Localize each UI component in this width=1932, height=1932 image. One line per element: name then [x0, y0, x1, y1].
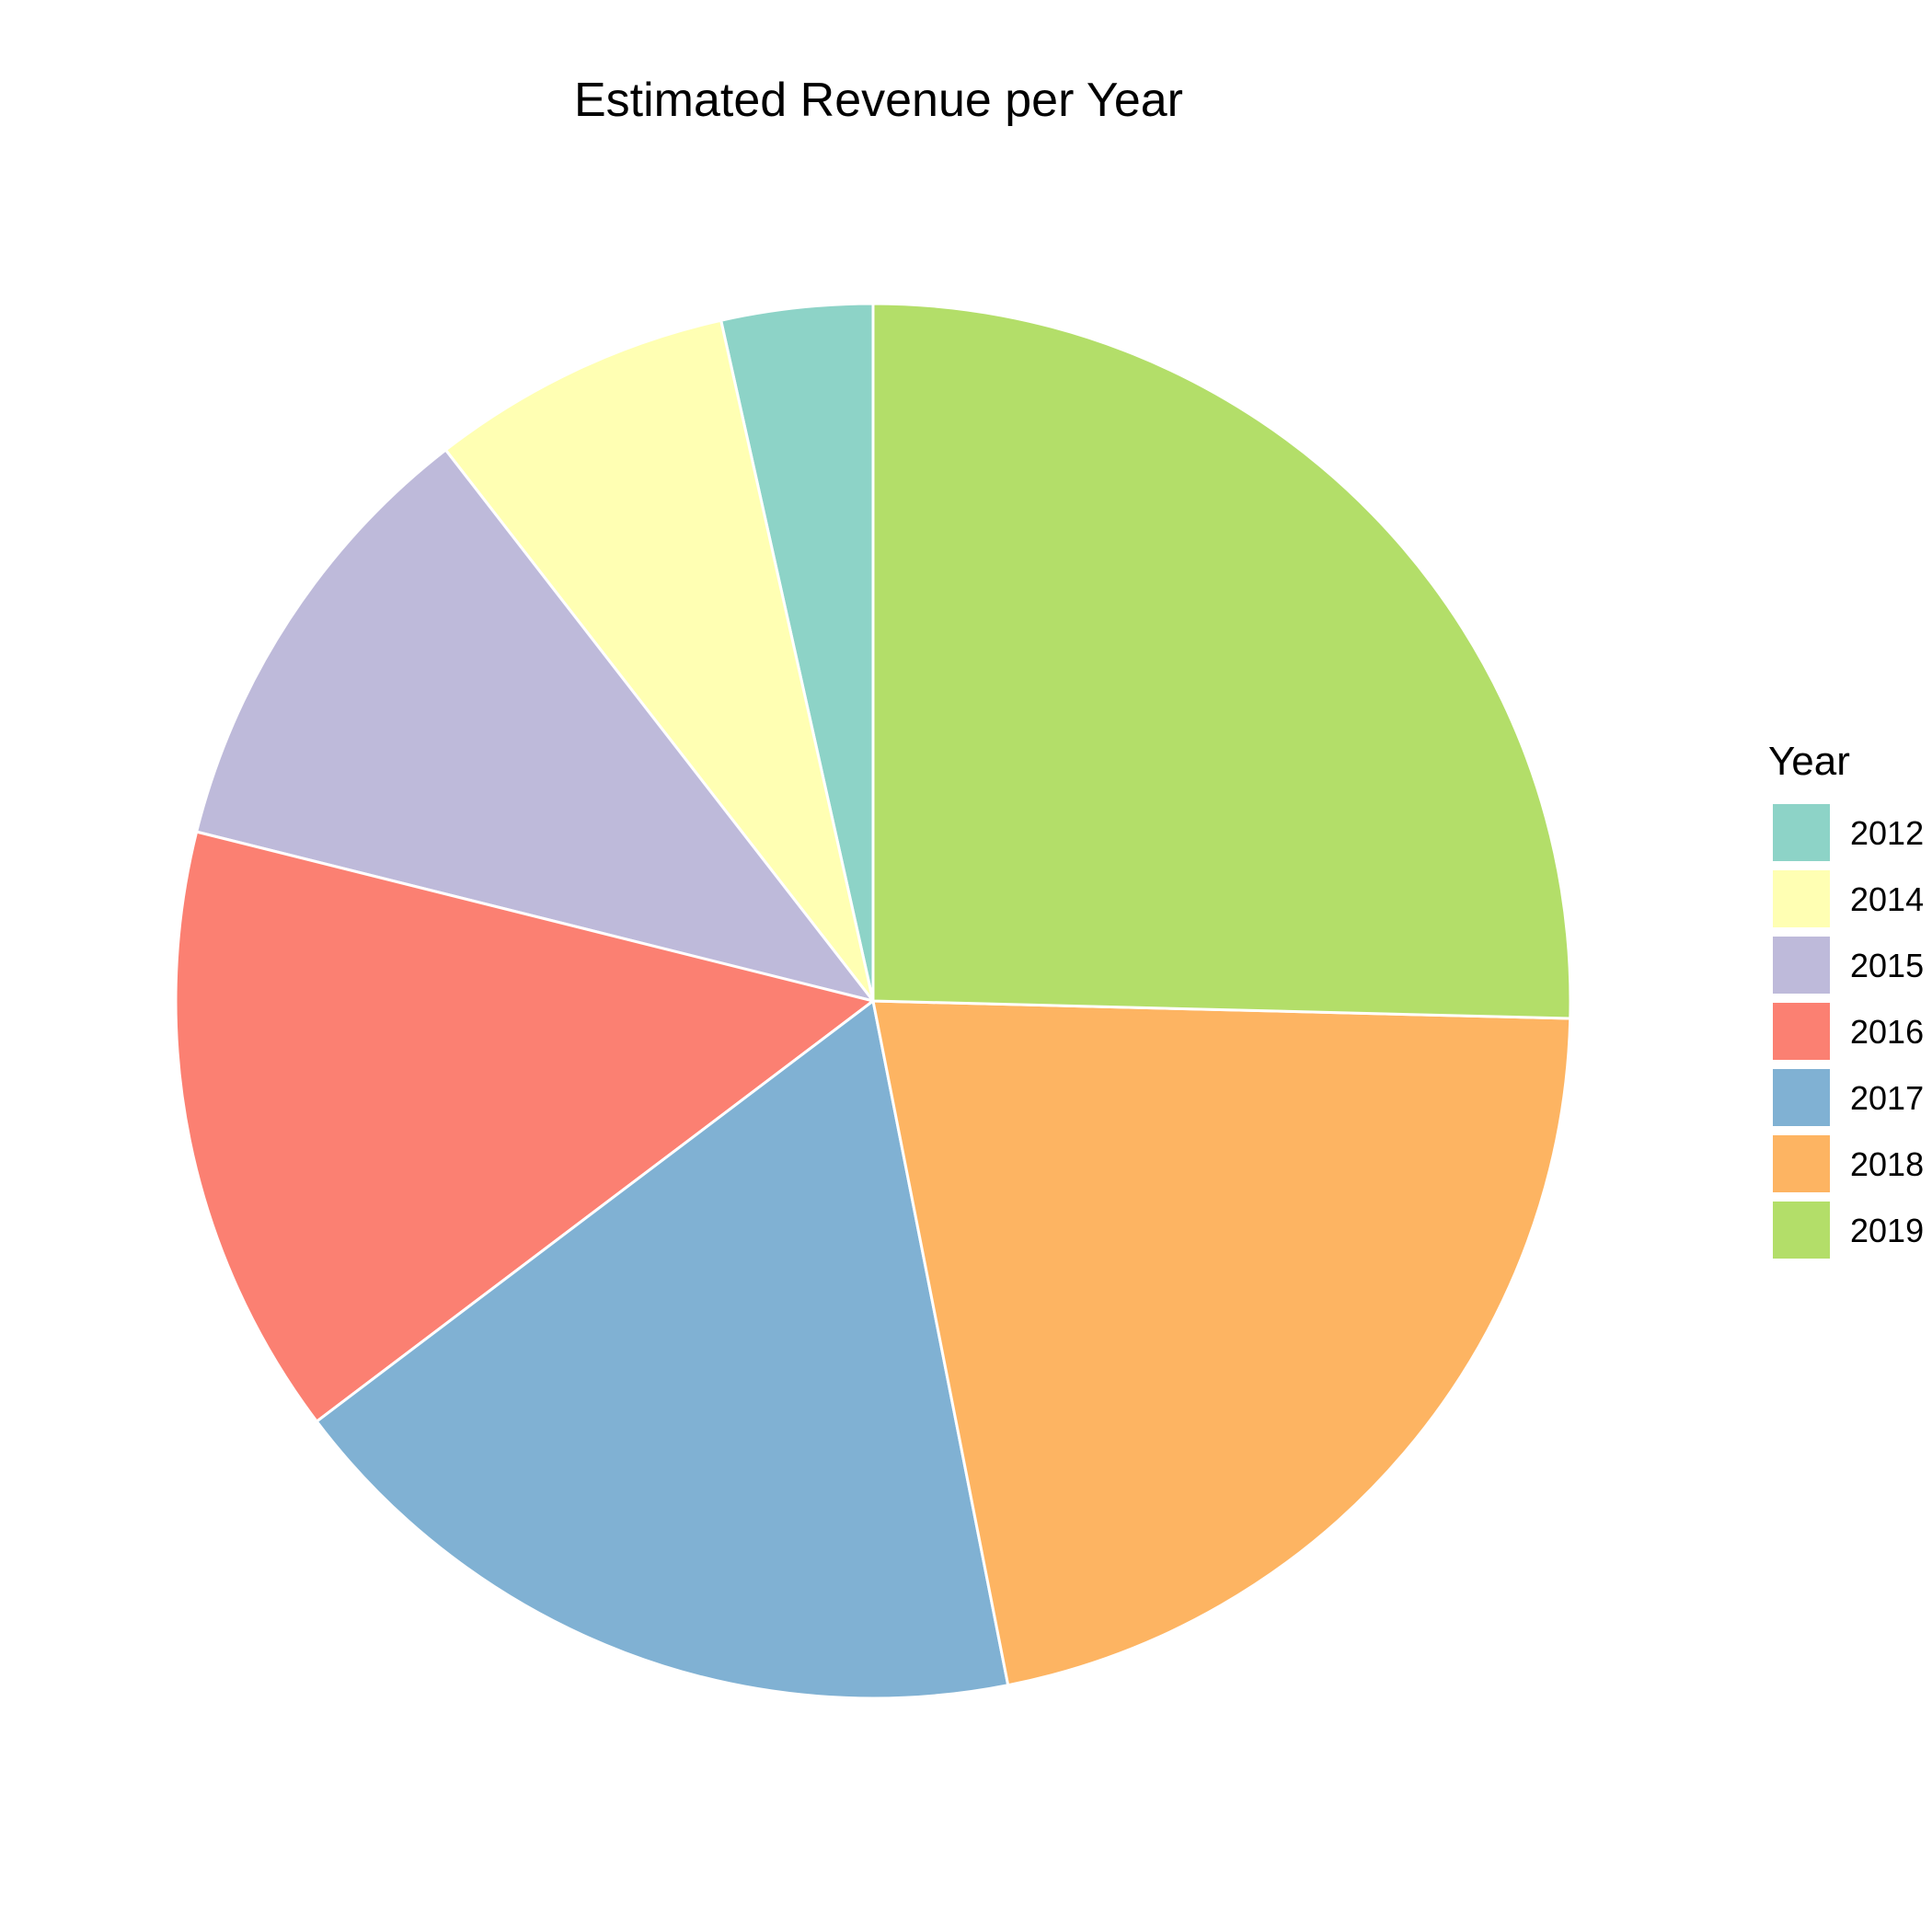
pie-slice-2018 — [871, 999, 1572, 1687]
legend-key-2019 — [1773, 1202, 1830, 1259]
legend-label-2015: 2015 — [1850, 947, 1924, 984]
legend-key-2015 — [1773, 937, 1830, 994]
legend-label-2018: 2018 — [1850, 1145, 1924, 1183]
chart-title: Estimated Revenue per Year — [574, 74, 1183, 127]
pie-slice-2017 — [315, 999, 1010, 1700]
legend-label-2017: 2017 — [1850, 1079, 1924, 1117]
legend-label-2012: 2012 — [1850, 814, 1924, 852]
legend-label-2014: 2014 — [1850, 880, 1924, 918]
legend-key-2012 — [1773, 804, 1830, 861]
legend-label-2016: 2016 — [1850, 1013, 1924, 1051]
legend-title: Year — [1768, 739, 1850, 784]
legend-key-2018 — [1773, 1135, 1830, 1192]
pie-slice-2016 — [174, 830, 875, 1423]
legend-key-2014 — [1773, 870, 1830, 927]
legend-key-2017 — [1773, 1069, 1830, 1126]
legend: Year 2012 2014 2015 2016 2017 2018 2019 — [1768, 739, 1924, 1259]
legend-key-2016 — [1773, 1003, 1830, 1060]
legend-items: 2012 2014 2015 2016 2017 2018 2019 — [1773, 804, 1924, 1259]
pie-slice-2015 — [195, 448, 875, 1003]
legend-label-2019: 2019 — [1850, 1212, 1924, 1249]
pie-slice-2019 — [871, 302, 1572, 1020]
pie-slices — [174, 302, 1572, 1700]
pie-slice-2014 — [443, 318, 875, 1003]
